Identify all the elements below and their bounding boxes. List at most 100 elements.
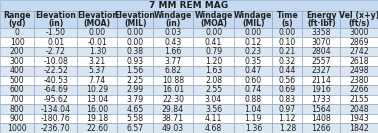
Text: 0.21: 0.21 [279, 47, 296, 56]
Bar [77, 76, 117, 85]
Text: 1.20: 1.20 [205, 57, 222, 66]
Bar [234, 47, 272, 56]
Text: 0.60: 0.60 [245, 76, 262, 85]
Bar [302, 85, 340, 95]
Text: 1.19: 1.19 [245, 114, 262, 123]
Text: Windage: Windage [194, 11, 233, 20]
Bar [77, 47, 117, 56]
Bar [153, 37, 193, 47]
Text: 2804: 2804 [311, 47, 331, 56]
Text: 6.82: 6.82 [164, 66, 181, 75]
Text: 0.74: 0.74 [245, 85, 262, 94]
Text: -95.62: -95.62 [43, 95, 68, 104]
Bar [234, 11, 272, 28]
Text: 1842: 1842 [349, 124, 369, 133]
Bar [272, 123, 302, 133]
Text: 0.00: 0.00 [279, 28, 296, 37]
Text: -22.52: -22.52 [43, 66, 68, 75]
Text: 2.25: 2.25 [127, 76, 144, 85]
Bar [193, 28, 234, 37]
Bar [34, 114, 77, 123]
Text: 1.63: 1.63 [205, 66, 222, 75]
Text: (ft/s): (ft/s) [349, 19, 370, 28]
Text: -1.50: -1.50 [46, 28, 66, 37]
Bar [34, 123, 77, 133]
Text: (MIL): (MIL) [124, 19, 146, 28]
Bar [34, 47, 77, 56]
Text: 0.00: 0.00 [205, 28, 222, 37]
Text: 0.12: 0.12 [245, 38, 262, 47]
Bar [234, 95, 272, 104]
Bar [77, 114, 117, 123]
Text: 2557: 2557 [311, 57, 331, 66]
Bar [77, 95, 117, 104]
Bar [340, 95, 378, 104]
Text: (MOA): (MOA) [200, 19, 227, 28]
Bar [77, 104, 117, 114]
Text: 2.08: 2.08 [205, 76, 222, 85]
Text: 3358: 3358 [311, 28, 331, 37]
Bar [0, 123, 34, 133]
Text: -10.08: -10.08 [43, 57, 68, 66]
Text: 0.56: 0.56 [279, 76, 296, 85]
Text: 16.00: 16.00 [86, 105, 108, 114]
Text: Vel (x+y): Vel (x+y) [339, 11, 378, 20]
Text: 7 MM REM MAG: 7 MM REM MAG [149, 1, 229, 10]
Bar [302, 104, 340, 114]
Text: 1.66: 1.66 [164, 47, 181, 56]
Bar [340, 114, 378, 123]
Bar [340, 66, 378, 76]
Bar [340, 104, 378, 114]
Text: 2380: 2380 [349, 76, 369, 85]
Text: 500: 500 [10, 76, 24, 85]
Bar [193, 76, 234, 85]
Bar [153, 11, 193, 28]
Text: 0.35: 0.35 [245, 57, 262, 66]
Bar [34, 95, 77, 104]
Bar [272, 37, 302, 47]
Bar [0, 37, 34, 47]
Text: 2114: 2114 [311, 76, 331, 85]
Text: -2.72: -2.72 [46, 47, 66, 56]
Text: 0: 0 [15, 28, 19, 37]
Bar [77, 37, 117, 47]
Bar [153, 95, 193, 104]
Bar [77, 56, 117, 66]
Text: 1408: 1408 [311, 114, 331, 123]
Text: 200: 200 [10, 47, 24, 56]
Text: (MOA): (MOA) [84, 19, 111, 28]
Bar [302, 66, 340, 76]
Text: 1564: 1564 [311, 105, 331, 114]
Bar [302, 123, 340, 133]
Bar [153, 114, 193, 123]
Text: 0.10: 0.10 [279, 38, 296, 47]
Bar [234, 28, 272, 37]
Bar [302, 114, 340, 123]
Text: 100: 100 [9, 38, 25, 47]
Text: 22.60: 22.60 [86, 124, 108, 133]
Bar [272, 85, 302, 95]
Bar [34, 104, 77, 114]
Bar [234, 104, 272, 114]
Bar [302, 11, 340, 28]
Bar [193, 56, 234, 66]
Text: 0.97: 0.97 [279, 105, 296, 114]
Bar [193, 11, 234, 28]
Bar [340, 11, 378, 28]
Bar [234, 66, 272, 76]
Bar [117, 37, 153, 47]
Bar [34, 56, 77, 66]
Bar [117, 123, 153, 133]
Bar [302, 37, 340, 47]
Text: 1.28: 1.28 [279, 124, 296, 133]
Text: -236.70: -236.70 [41, 124, 71, 133]
Text: 700: 700 [10, 95, 24, 104]
Bar [117, 28, 153, 37]
Bar [193, 95, 234, 104]
Text: 16.01: 16.01 [162, 85, 184, 94]
Text: 3.21: 3.21 [89, 57, 106, 66]
Bar [193, 37, 234, 47]
Text: 900: 900 [10, 114, 24, 123]
Text: 3070: 3070 [311, 38, 331, 47]
Text: Windage: Windage [234, 11, 273, 20]
